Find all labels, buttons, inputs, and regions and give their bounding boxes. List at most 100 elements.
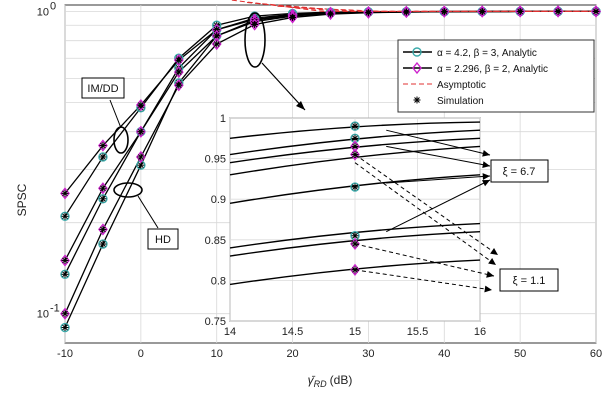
asterisk-stroke [352,232,358,239]
diamond-marker [477,5,488,18]
legend-entry: α = 4.2, β = 3, Analytic [403,47,537,59]
asymptotic-line [292,7,596,12]
asterisk-marker [175,81,183,89]
inset-x-tick-label: 15 [349,326,361,338]
asterisk-stroke [138,102,144,108]
inset-y-tick-label: 0.85 [205,235,226,247]
asterisk-marker [61,310,69,318]
xi-11-annotation: ξ = 1.1 [499,268,559,292]
inset-x-tick-label: 14.5 [282,326,303,338]
circle-marker [350,121,360,131]
asterisk-stroke [414,97,420,103]
imdd-box [81,77,125,99]
legend-label: Asymptotic [437,80,486,91]
inset-x-tick-label: 14 [224,326,236,338]
asterisk-stroke [593,8,599,15]
inset-y-tick-label: 0.9 [211,194,226,206]
diamond-marker [60,187,70,200]
inset-zoom: 14 14.5 15 15.5 16 0.75 0.8 0.85 0.9 0.95 1 [205,113,487,338]
legend-label: α = 4.2, β = 3, Analytic [437,48,537,59]
diamond-marker [98,139,108,152]
inset-x-tick-label: 16 [474,326,486,338]
diamond-marker [211,37,222,51]
circle-marker [98,152,108,162]
asterisk-stroke [138,154,144,160]
asterisk-stroke [352,143,358,150]
asterisk-marker [213,40,221,48]
xi-67-arrow [386,179,491,233]
circle-marker [60,322,70,333]
asterisk-marker [251,21,259,29]
asterisk-stroke [62,271,68,278]
zoom-arrowhead [296,101,305,110]
asterisk-stroke [479,8,486,15]
xi-11-label: ξ = 1.1 [513,275,546,287]
circle-marker [98,239,108,249]
asterisk-marker [289,13,297,21]
xi-11-arrow [354,269,493,291]
asterisk-stroke [100,226,106,233]
asterisk-stroke [175,82,182,89]
diamond-marker [350,237,360,250]
x-tick-label: 60 [590,348,602,360]
diamond-marker [249,18,260,31]
xi-67-arrow [386,145,491,167]
legend-label: Simulation [437,96,484,107]
xi-11-arrow [354,162,497,266]
y-tick-label: 10 [37,6,49,18]
asterisk-marker [137,128,145,136]
inset-y-tick-labels: 0.75 0.8 0.85 0.9 0.95 1 [205,113,226,328]
diamond-marker [60,307,70,320]
asterisk-marker [554,7,562,15]
asterisk-stroke [213,41,220,47]
xi-11-arrow-head [488,257,496,265]
circle-marker [350,182,360,192]
xi-67-arrow-head [482,149,490,157]
asterisk-marker [351,122,359,130]
asterisk-marker [364,9,372,17]
diamond-marker [135,98,146,112]
legend-entry: Asymptotic [403,80,486,91]
hd-ellipse [113,182,143,198]
asterisk-stroke [441,8,448,15]
asterisk-marker [137,153,145,161]
asterisk-stroke [100,142,106,149]
asterisk-stroke [62,324,68,331]
asterisk-marker [61,270,69,278]
asterisk-stroke [100,195,106,202]
diamond-marker [135,150,146,164]
diamond-marker [135,125,146,138]
xi-67-arrow-head [482,180,490,187]
xi-11-arrow-head [484,285,492,293]
asterisk-marker [351,183,359,191]
asterisk-stroke [403,9,410,15]
xi-67-arrow-head [482,173,490,180]
asterisk-stroke [365,9,372,16]
zoom-pointer [261,62,306,111]
x-axis-label: γ̄RD (dB) [308,373,353,389]
y-axis-label: SPSC [15,183,29,216]
diamond-marker [173,79,184,92]
asterisk-stroke [62,213,68,220]
xi-11-arrow [354,154,499,256]
asterisk-stroke [352,184,358,190]
imdd-annotation: IM/DD [81,77,129,154]
xi-arrows [354,129,499,293]
asterisk-marker [478,8,486,16]
asterisk-stroke [62,257,68,264]
circle-marker [98,194,108,204]
inset-lines [229,121,481,286]
asterisk-stroke [100,154,106,160]
inset-y-tick-label: 0.95 [205,154,226,166]
circle-marker [60,269,70,280]
x-tick-label: 10 [211,348,223,360]
diamond-marker [98,182,108,195]
x-tick-label: 0 [138,348,144,360]
x-tick-label: 20 [286,348,298,360]
legend-diamond-marker [412,61,422,75]
diamond-marker [515,5,526,18]
y-tick-label: 10 [37,309,49,321]
diamond-marker [287,11,298,24]
y-tick-exponent: -1 [50,303,60,315]
